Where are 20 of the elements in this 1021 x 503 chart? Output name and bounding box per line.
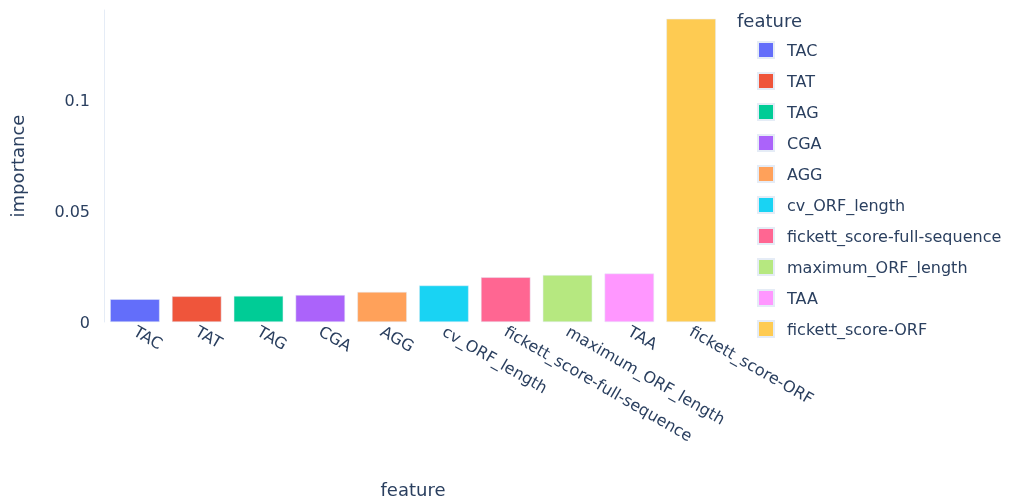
y-tick-label: 0 xyxy=(79,312,90,332)
legend-label: cv_ORF_length xyxy=(787,195,906,216)
legend-label: AGG xyxy=(787,164,823,184)
legend-label: TAC xyxy=(786,40,818,60)
legend-label: fickett_score-full-sequence xyxy=(787,226,1002,247)
y-tick-label: 0.1 xyxy=(64,91,90,111)
x-tick-label: TAC xyxy=(129,321,166,354)
x-tick-label: TAG xyxy=(252,321,291,355)
x-tick-label: CGA xyxy=(315,321,355,356)
x-axis-title: feature xyxy=(380,478,446,500)
legend-label: TAG xyxy=(786,102,819,122)
x-tick-label: AGG xyxy=(377,321,418,356)
y-axis-title: importance xyxy=(6,114,28,218)
x-tick-label: TAT xyxy=(191,321,226,353)
legend-label: TAA xyxy=(786,288,818,308)
legend-label: CGA xyxy=(787,133,822,153)
legend-label: maximum_ORF_length xyxy=(787,257,968,278)
legend-title: feature xyxy=(737,9,802,31)
legend-label: TAT xyxy=(786,71,816,91)
y-tick-label: 0.05 xyxy=(54,201,90,221)
